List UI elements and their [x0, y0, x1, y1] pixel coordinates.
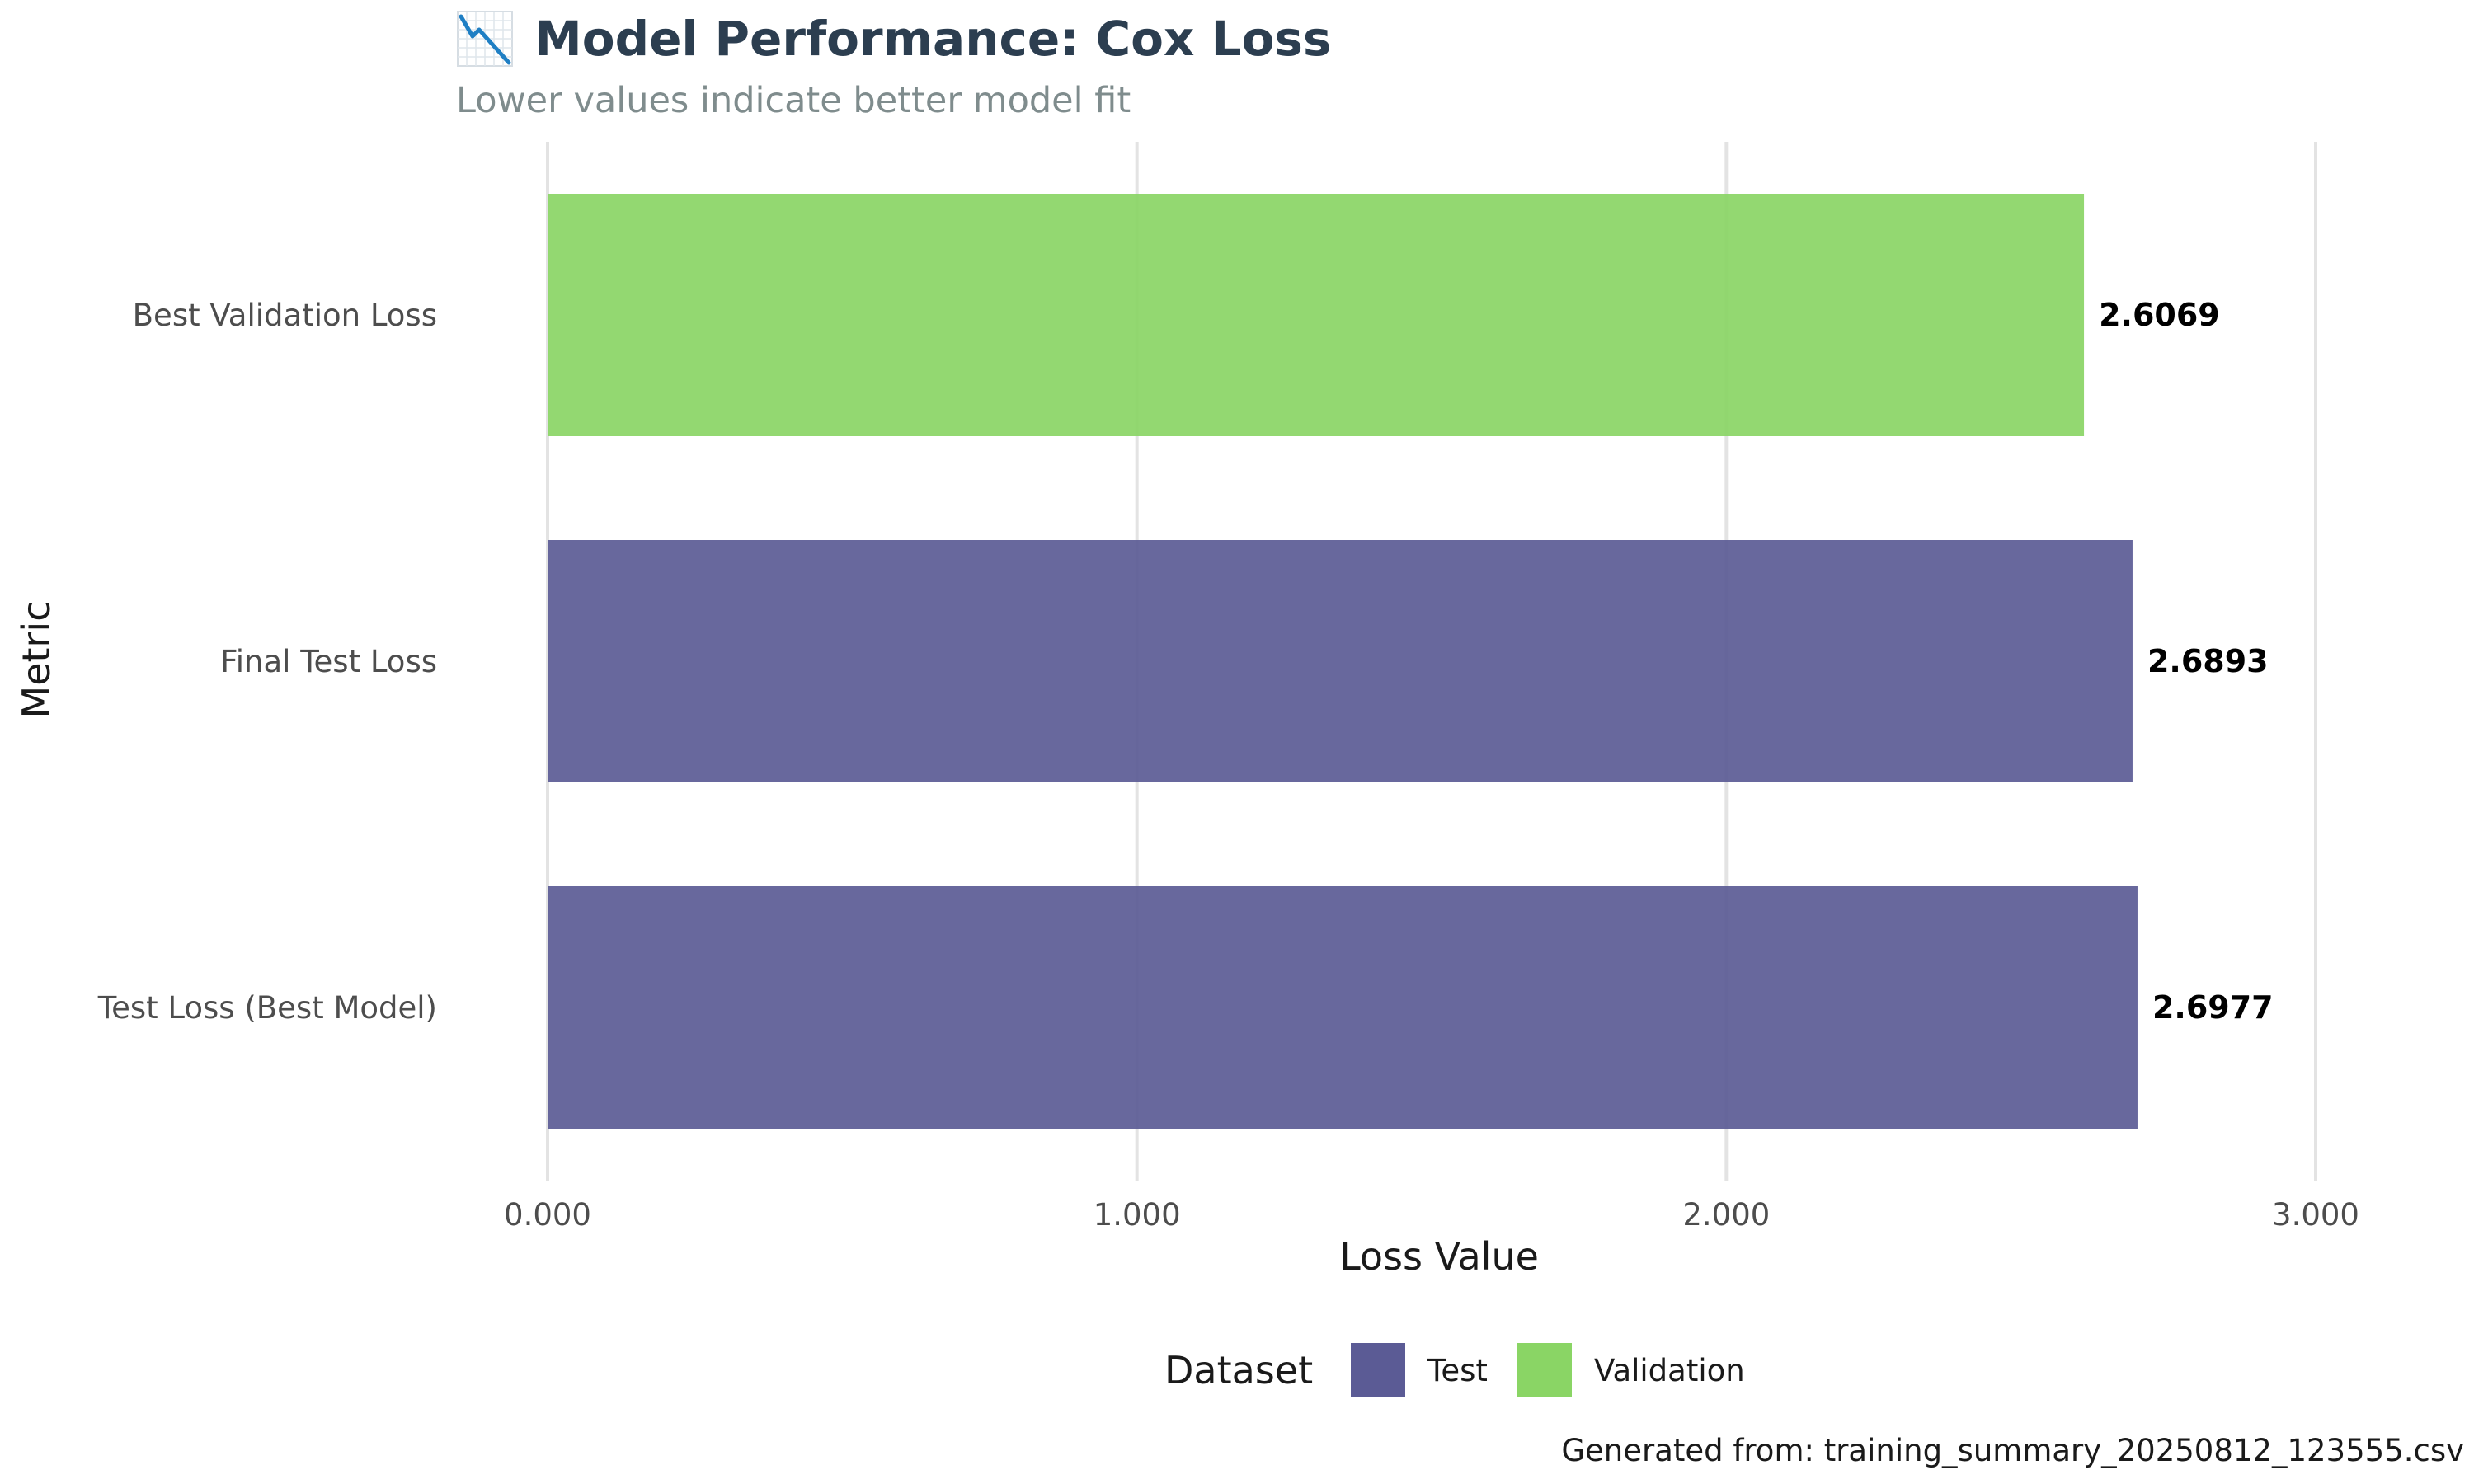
chart-title-group: Model Performance: Cox Loss: [457, 11, 1331, 67]
legend-label-test: Test: [1427, 1353, 1488, 1388]
data-labels: 2.6069 2.6893 2.6977: [2099, 297, 2274, 1026]
x-tick-labels: 0.000 1.000 2.000 3.000: [504, 1197, 2359, 1233]
data-label-test-loss-best-model: 2.6977: [2152, 989, 2274, 1026]
x-tick-label: 1.000: [1094, 1197, 1181, 1233]
bar-final-test-loss: [548, 540, 2133, 782]
bar-test-loss-best-model: [548, 886, 2138, 1129]
category-label-test-loss-best-model: Test Loss (Best Model): [97, 990, 437, 1026]
x-axis-title: Loss Value: [1339, 1234, 1539, 1279]
legend-swatch-test: [1351, 1343, 1405, 1397]
bars: [548, 194, 2138, 1129]
x-tick-label: 3.000: [2272, 1197, 2359, 1233]
legend-label-validation: Validation: [1594, 1353, 1745, 1388]
legend-title: Dataset: [1164, 1348, 1313, 1392]
chart-subtitle: Lower values indicate better model fit: [456, 80, 1131, 121]
legend: Dataset Test Validation: [1164, 1343, 1745, 1397]
category-labels: Best Validation Loss Final Test Loss Test …: [97, 298, 437, 1026]
x-tick-label: 0.000: [504, 1197, 591, 1233]
legend-swatch-validation: [1517, 1343, 1572, 1397]
category-label-best-validation-loss: Best Validation Loss: [133, 298, 437, 333]
chart-decreasing-icon: [457, 11, 513, 67]
data-label-best-validation-loss: 2.6069: [2099, 297, 2220, 333]
category-label-final-test-loss: Final Test Loss: [220, 644, 437, 679]
y-axis-title: Metric: [14, 600, 59, 718]
x-tick-label: 2.000: [1682, 1197, 1770, 1233]
bar-best-validation-loss: [548, 194, 2085, 436]
chart-title: Model Performance: Cox Loss: [534, 11, 1331, 67]
data-label-final-test-loss: 2.6893: [2147, 643, 2269, 679]
chart-caption: Generated from: training_summary_2025081…: [1561, 1433, 2464, 1468]
